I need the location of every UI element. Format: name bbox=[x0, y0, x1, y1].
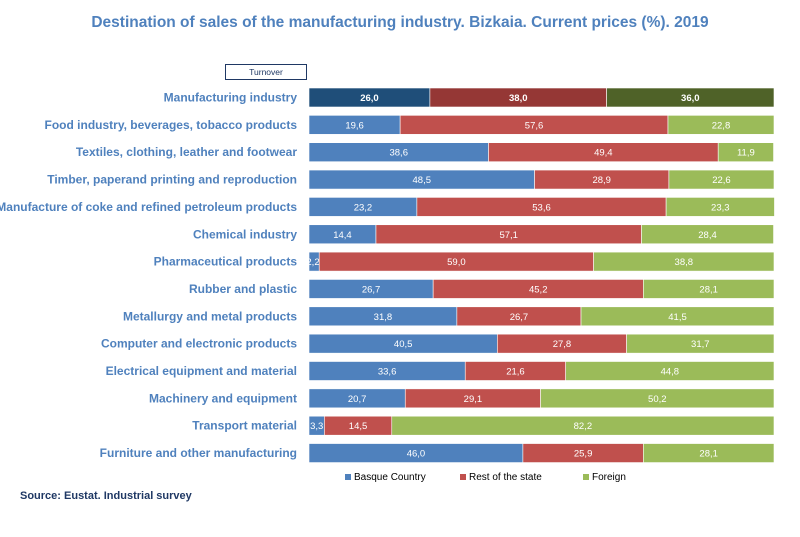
value-label-rest-of-the-state-rubber-and-plastic: 45,2 bbox=[529, 284, 548, 295]
turnover-filter-box[interactable]: Turnover bbox=[225, 64, 307, 80]
category-label-timber-paperand-printing-and-reproduction: Timber, paperand printing and reproducti… bbox=[47, 173, 297, 187]
value-label-rest-of-the-state-machinery-and-equipment: 29,1 bbox=[464, 394, 483, 405]
category-label-transport-material: Transport material bbox=[192, 419, 297, 433]
value-label-foreign-computer-and-electronic-products: 31,7 bbox=[691, 339, 710, 350]
value-label-basque-country-chemical-industry: 14,4 bbox=[333, 230, 352, 241]
value-label-basque-country-rubber-and-plastic: 26,7 bbox=[362, 284, 381, 295]
value-label-basque-country-metallurgy-and-metal-products: 31,8 bbox=[374, 312, 393, 323]
category-label-textiles-clothing-leather-and-footwear: Textiles, clothing, leather and footwear bbox=[76, 145, 297, 159]
chart-title: Destination of sales of the manufacturin… bbox=[91, 14, 709, 31]
legend-swatch-rest-of-the-state bbox=[460, 474, 466, 480]
value-label-foreign-chemical-industry: 28,4 bbox=[698, 230, 717, 241]
category-label-food-industry-beverages-tobacco-products: Food industry, beverages, tobacco produc… bbox=[45, 118, 298, 132]
value-label-basque-country-machinery-and-equipment: 20,7 bbox=[348, 394, 367, 405]
category-label-manufacture-of-coke-and-refined-petroleum-products: Manufacture of coke and refined petroleu… bbox=[0, 200, 297, 214]
value-label-rest-of-the-state-manufacturing-industry: 38,0 bbox=[509, 93, 528, 104]
bar-foreign-timber-paperand-printing-and-reproduction bbox=[668, 169, 775, 190]
value-label-basque-country-textiles-clothing-leather-and-footwear: 38,6 bbox=[389, 148, 408, 159]
value-label-basque-country-food-industry-beverages-tobacco-products: 19,6 bbox=[345, 120, 364, 131]
value-label-foreign-furniture-and-other-manufacturing: 28,1 bbox=[699, 449, 718, 460]
value-label-rest-of-the-state-chemical-industry: 57,1 bbox=[499, 230, 518, 241]
value-label-foreign-machinery-and-equipment: 50,2 bbox=[648, 394, 667, 405]
value-label-rest-of-the-state-manufacture-of-coke-and-refined-petroleum-products: 53,6 bbox=[532, 202, 551, 213]
value-label-foreign-electrical-equipment-and-material: 44,8 bbox=[661, 367, 680, 378]
value-label-foreign-manufacturing-industry: 36,0 bbox=[681, 93, 700, 104]
category-label-chemical-industry: Chemical industry bbox=[193, 227, 297, 241]
legend-label-rest-of-the-state: Rest of the state bbox=[469, 472, 542, 483]
category-label-machinery-and-equipment: Machinery and equipment bbox=[149, 391, 297, 405]
value-label-basque-country-manufacturing-industry: 26,0 bbox=[360, 93, 379, 104]
source-note: Source: Eustat. Industrial survey bbox=[20, 490, 192, 502]
legend-swatch-foreign bbox=[583, 474, 589, 480]
legend-swatch-basque-country bbox=[345, 474, 351, 480]
value-label-rest-of-the-state-textiles-clothing-leather-and-footwear: 49,4 bbox=[594, 148, 613, 159]
bar-foreign-electrical-equipment-and-material bbox=[565, 361, 775, 381]
value-label-rest-of-the-state-food-industry-beverages-tobacco-products: 57,6 bbox=[525, 120, 544, 131]
value-label-foreign-pharmaceutical-products: 38,8 bbox=[675, 257, 694, 268]
value-label-foreign-food-industry-beverages-tobacco-products: 22,8 bbox=[712, 120, 731, 131]
value-label-rest-of-the-state-furniture-and-other-manufacturing: 25,9 bbox=[574, 449, 593, 460]
category-label-electrical-equipment-and-material: Electrical equipment and material bbox=[106, 364, 297, 378]
value-label-foreign-timber-paperand-printing-and-reproduction: 22,6 bbox=[712, 175, 731, 186]
value-label-rest-of-the-state-timber-paperand-printing-and-reproduction: 28,9 bbox=[592, 175, 611, 186]
value-label-basque-country-transport-material: 3,3 bbox=[310, 421, 323, 432]
bar-foreign-computer-and-electronic-products bbox=[626, 333, 775, 354]
category-label-pharmaceutical-products: Pharmaceutical products bbox=[154, 255, 298, 269]
bar-foreign-furniture-and-other-manufacturing bbox=[643, 443, 775, 463]
value-label-basque-country-pharmaceutical-products: 2,2 bbox=[306, 257, 319, 268]
legend-label-foreign: Foreign bbox=[592, 472, 626, 483]
value-label-rest-of-the-state-transport-material: 14,5 bbox=[349, 421, 368, 432]
category-label-computer-and-electronic-products: Computer and electronic products bbox=[101, 337, 297, 351]
bar-foreign-manufacturing-industry bbox=[606, 87, 775, 108]
value-label-rest-of-the-state-electrical-equipment-and-material: 21,6 bbox=[506, 367, 525, 378]
bar-foreign-rubber-and-plastic bbox=[643, 279, 775, 299]
value-label-foreign-transport-material: 82,2 bbox=[574, 421, 593, 432]
value-label-rest-of-the-state-pharmaceutical-products: 59,0 bbox=[447, 257, 466, 268]
value-label-foreign-textiles-clothing-leather-and-footwear: 11,9 bbox=[737, 148, 755, 159]
bar-foreign-chemical-industry bbox=[641, 224, 774, 245]
value-label-rest-of-the-state-metallurgy-and-metal-products: 26,7 bbox=[510, 312, 529, 323]
bar-foreign-pharmaceutical-products bbox=[593, 251, 775, 272]
category-label-manufacturing-industry: Manufacturing industry bbox=[164, 91, 298, 105]
category-label-furniture-and-other-manufacturing: Furniture and other manufacturing bbox=[100, 446, 297, 460]
legend-label-basque-country: Basque Country bbox=[354, 472, 426, 483]
value-label-basque-country-electrical-equipment-and-material: 33,6 bbox=[378, 367, 397, 378]
value-label-basque-country-manufacture-of-coke-and-refined-petroleum-products: 23,2 bbox=[354, 202, 373, 213]
value-label-foreign-metallurgy-and-metal-products: 41,5 bbox=[668, 312, 687, 323]
value-label-foreign-manufacture-of-coke-and-refined-petroleum-products: 23,3 bbox=[711, 202, 730, 213]
value-label-basque-country-computer-and-electronic-products: 40,5 bbox=[394, 339, 413, 350]
bar-foreign-transport-material bbox=[391, 415, 775, 436]
category-label-metallurgy-and-metal-products: Metallurgy and metal products bbox=[123, 309, 297, 323]
bar-foreign-metallurgy-and-metal-products bbox=[580, 306, 775, 327]
bar-foreign-manufacture-of-coke-and-refined-petroleum-products bbox=[665, 197, 775, 217]
bar-foreign-food-industry-beverages-tobacco-products bbox=[667, 115, 775, 135]
value-label-basque-country-timber-paperand-printing-and-reproduction: 48,5 bbox=[413, 175, 432, 186]
category-label-rubber-and-plastic: Rubber and plastic bbox=[189, 282, 297, 296]
bar-foreign-machinery-and-equipment bbox=[540, 388, 775, 409]
value-label-rest-of-the-state-computer-and-electronic-products: 27,8 bbox=[553, 339, 572, 350]
bar-foreign-textiles-clothing-leather-and-footwear bbox=[717, 142, 774, 162]
value-label-basque-country-furniture-and-other-manufacturing: 46,0 bbox=[407, 449, 426, 460]
value-label-foreign-rubber-and-plastic: 28,1 bbox=[699, 284, 718, 295]
